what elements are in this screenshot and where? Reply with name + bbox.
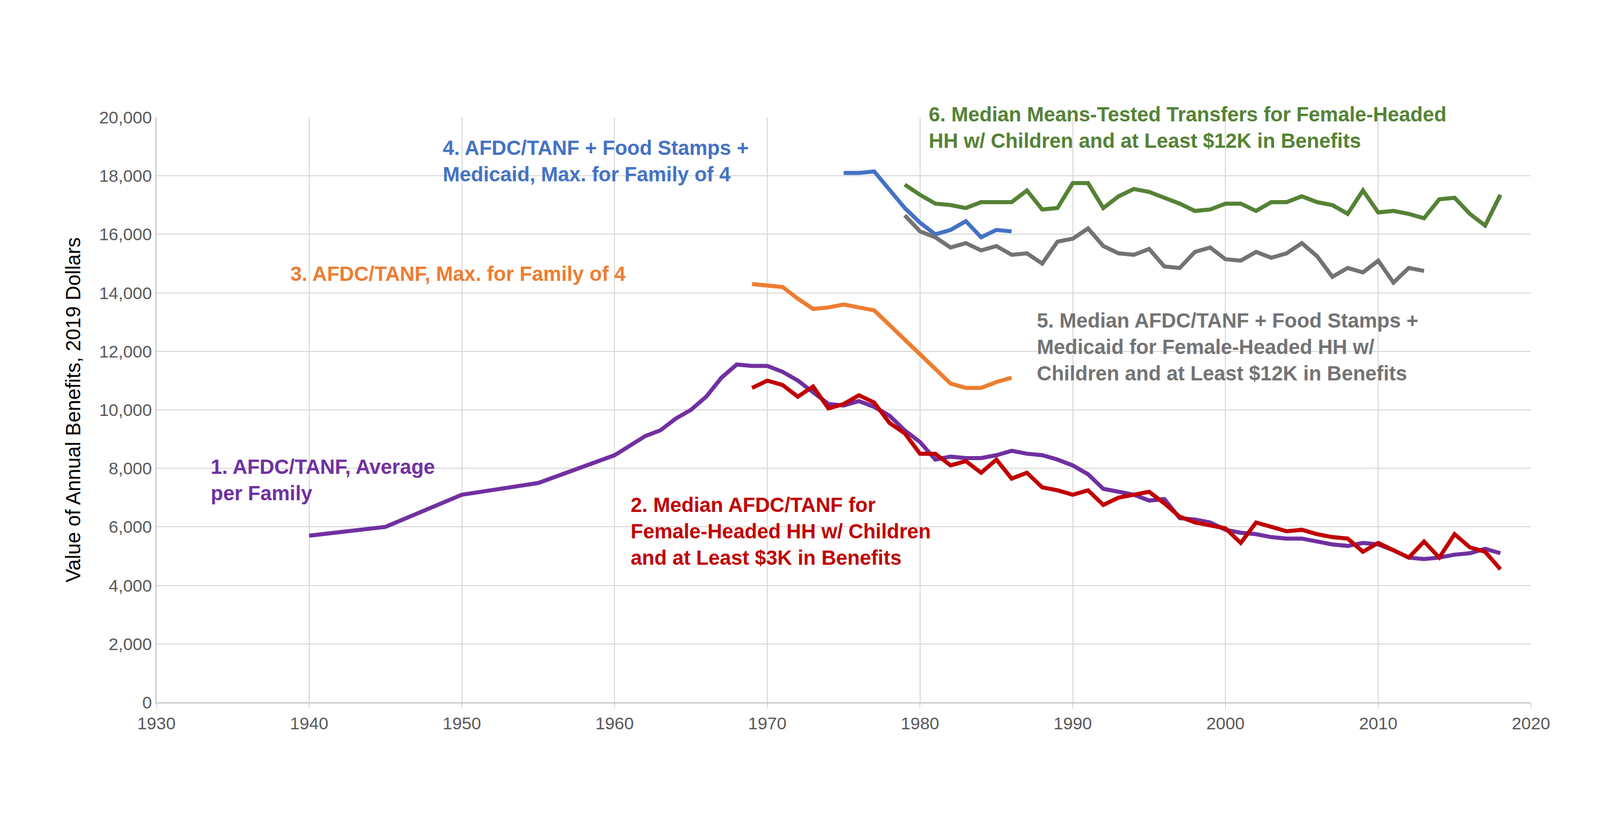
svg-text:8,000: 8,000 — [108, 458, 152, 478]
svg-text:1930: 1930 — [137, 713, 176, 733]
svg-text:6,000: 6,000 — [108, 516, 152, 537]
svg-text:1990: 1990 — [1053, 713, 1093, 733]
svg-text:2,000: 2,000 — [108, 634, 152, 654]
svg-text:2. Median AFDC/TANF forFemale-: 2. Median AFDC/TANF forFemale-Headed HH … — [630, 493, 931, 569]
svg-text:4,000: 4,000 — [108, 575, 152, 596]
svg-text:0: 0 — [142, 692, 152, 712]
svg-text:2020: 2020 — [1511, 713, 1551, 733]
svg-text:1960: 1960 — [595, 713, 635, 733]
svg-text:1980: 1980 — [900, 713, 940, 733]
svg-text:5. Median AFDC/TANF + Food Sta: 5. Median AFDC/TANF + Food Stamps +Medic… — [1036, 309, 1419, 385]
svg-text:12,000: 12,000 — [99, 341, 152, 362]
svg-text:14,000: 14,000 — [99, 283, 152, 303]
svg-text:18,000: 18,000 — [99, 166, 152, 186]
svg-text:16,000: 16,000 — [99, 224, 152, 244]
svg-text:3. AFDC/TANF, Max. for Family: 3. AFDC/TANF, Max. for Family of 4 — [290, 262, 627, 285]
svg-text:1. AFDC/TANF, Averageper Famil: 1. AFDC/TANF, Averageper Family — [210, 455, 436, 505]
svg-text:6. Median Means-Tested Transfe: 6. Median Means-Tested Transfers for Fem… — [928, 103, 1447, 152]
svg-text:4. AFDC/TANF + Food Stamps +Me: 4. AFDC/TANF + Food Stamps +Medicaid, Ma… — [442, 136, 749, 186]
svg-text:1950: 1950 — [442, 713, 482, 733]
svg-text:1970: 1970 — [747, 713, 787, 733]
svg-text:Value of Annual Benefits, 2019: Value of Annual Benefits, 2019 Dollars — [61, 237, 85, 583]
svg-text:1940: 1940 — [289, 713, 329, 733]
svg-text:20,000: 20,000 — [99, 107, 152, 127]
svg-text:10,000: 10,000 — [99, 400, 152, 420]
svg-text:2000: 2000 — [1206, 713, 1246, 733]
svg-text:2010: 2010 — [1358, 713, 1398, 733]
